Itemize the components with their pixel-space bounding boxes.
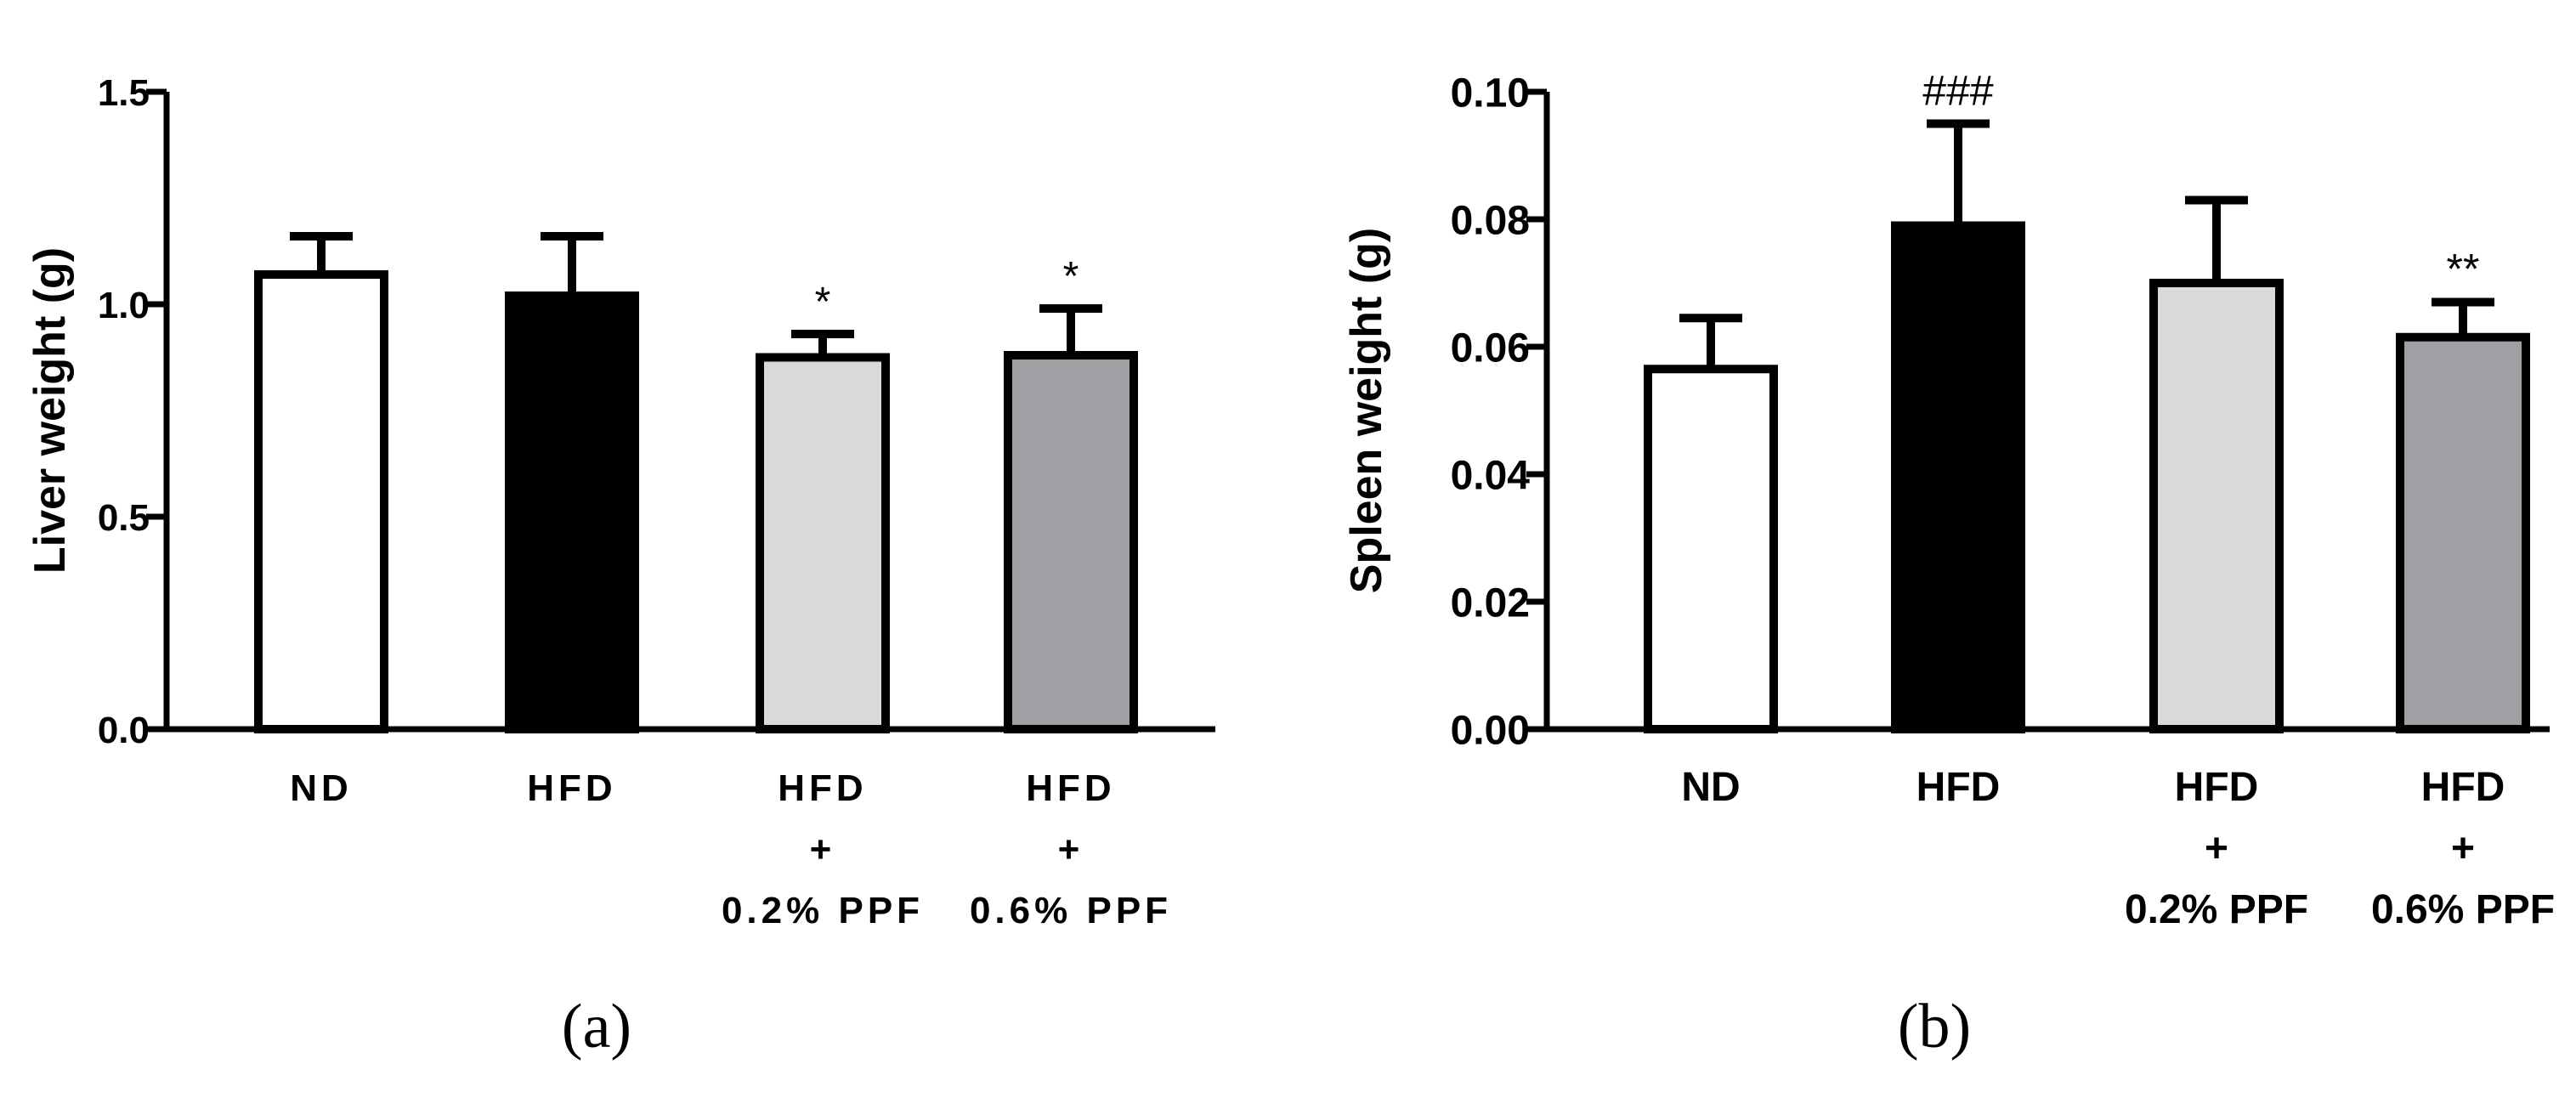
y-axis-label: Liver weight (g) (25, 247, 75, 574)
category-label: + (810, 829, 836, 870)
category-label: + (2205, 826, 2228, 871)
bar (2396, 332, 2530, 733)
y-tick-label: 0.10 (1451, 71, 1530, 116)
y-axis-label: Spleen weight (g) (1342, 228, 1391, 593)
bar (756, 353, 890, 733)
y-tick-label: 0.00 (1451, 708, 1530, 753)
significance-marker: ** (2447, 246, 2480, 293)
category-label: HFD (1026, 767, 1115, 809)
category-label: 0.2% PPF (2125, 887, 2308, 932)
panel-a-liver-weight-chart: 0.0 0.5 1.0 1.5 Liver weight (g) ND HFD * HFD +0.… (25, 72, 1215, 931)
y-tick-label: 0.08 (1451, 198, 1530, 243)
panel-b-label: (b) (1898, 992, 1971, 1061)
category-label: HFD (778, 767, 867, 809)
category-label: 0.2% PPF (722, 890, 924, 931)
category-label: HFD (2421, 765, 2505, 810)
significance-marker: ### (1922, 67, 1994, 115)
panel-a-label: (a) (562, 992, 631, 1061)
category-label: + (2451, 826, 2475, 871)
category-label: HFD (527, 767, 616, 809)
bar (2149, 279, 2284, 733)
bar (1644, 365, 1778, 733)
bar (1004, 351, 1138, 733)
panel-b-spleen-weight-chart: 0.00 0.02 0.04 0.06 0.08 0.10 Spleen weight (g… (1342, 67, 2555, 933)
category-label: ND (290, 767, 353, 809)
y-tick-label: 0.0 (98, 710, 150, 751)
y-tick-label: 1.0 (98, 285, 150, 326)
y-tick-label: 0.5 (98, 497, 150, 539)
significance-marker: * (1063, 254, 1079, 299)
bar (254, 270, 388, 733)
y-tick-label: 1.5 (98, 72, 150, 114)
y-tick-label: 0.04 (1451, 453, 1531, 498)
category-label: + (1058, 829, 1084, 870)
category-label: HFD (2175, 765, 2259, 810)
category-label: 0.6% PPF (970, 890, 1172, 931)
category-label: ND (1681, 765, 1740, 810)
bar (1891, 221, 2025, 733)
category-label: 0.6% PPF (2371, 887, 2555, 932)
significance-marker: * (815, 280, 831, 325)
bar (505, 291, 639, 733)
y-tick-label: 0.06 (1451, 325, 1530, 371)
y-tick-label: 0.02 (1451, 580, 1530, 625)
category-label: HFD (1916, 765, 2001, 810)
